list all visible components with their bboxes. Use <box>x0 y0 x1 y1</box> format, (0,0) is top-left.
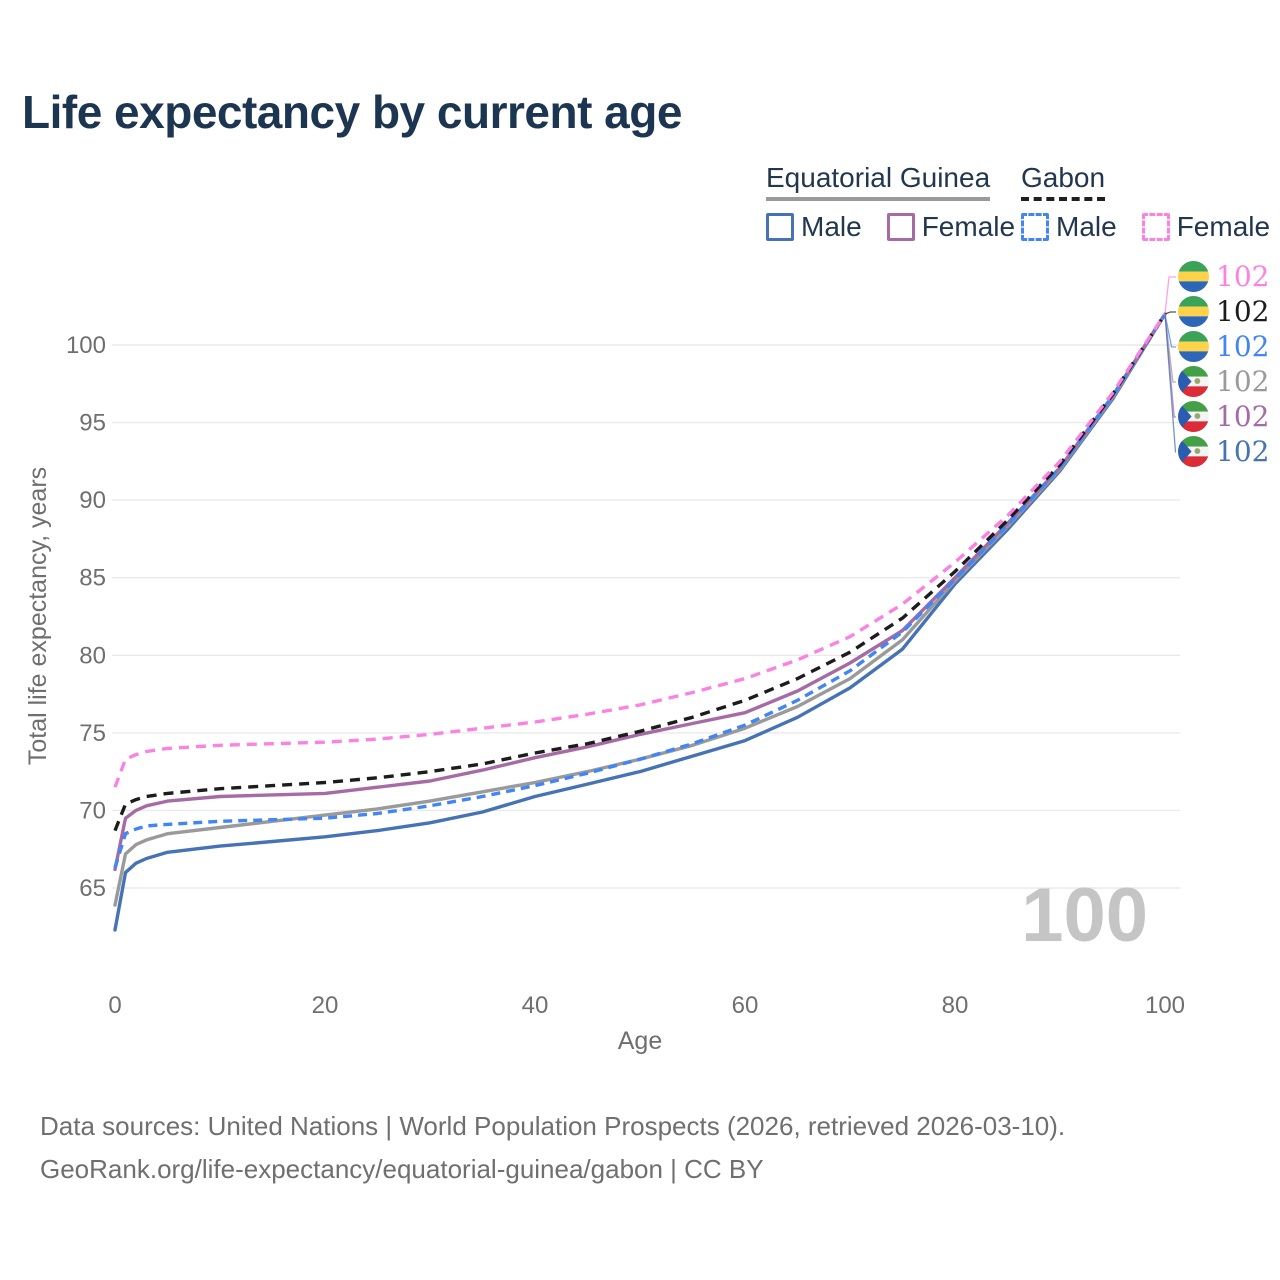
x-tick-label: 60 <box>732 992 759 1019</box>
page-title: Life expectancy by current age <box>22 86 682 138</box>
y-tick-label: 75 <box>79 720 106 747</box>
end-label-leader-line <box>1164 311 1176 315</box>
end-label: 102 <box>1178 366 1269 397</box>
x-axis-title: Age <box>618 1027 662 1055</box>
series-line-equatorial-guinea-male <box>113 312 1167 932</box>
end-label-value: 102 <box>1216 399 1270 433</box>
footer-attribution: GeoRank.org/life-expectancy/equatorial-g… <box>40 1154 764 1184</box>
legend-label-eg-female: Female <box>921 211 1016 242</box>
legend-header-gabon: Gabon <box>1021 162 1106 201</box>
legend-row-equatorial-guinea: Male Female <box>766 211 1040 243</box>
legend-label-eg-male: Male <box>801 211 862 242</box>
equatorial-guinea-flag-icon <box>1178 401 1209 432</box>
end-label-value: 102 <box>1216 364 1270 398</box>
gabon-flag-icon <box>1178 331 1209 362</box>
y-axis-title: Total life expectancy, years <box>24 467 52 765</box>
footer: Data sources: United Nations | World Pop… <box>40 1105 1065 1191</box>
y-tick-label: 65 <box>79 875 106 902</box>
x-tick-label: 100 <box>1145 992 1185 1019</box>
gabon-flag-icon <box>1178 261 1209 292</box>
watermark: 100 <box>1021 873 1148 958</box>
end-label-leader-line <box>1164 276 1176 315</box>
legend-row-gabon: Male Female <box>1021 211 1280 243</box>
y-tick-label: 70 <box>79 797 106 824</box>
x-tick-label: 0 <box>108 992 121 1019</box>
x-tick-label: 40 <box>522 992 549 1019</box>
legend-group-equatorial-guinea: Equatorial Guinea Male Female <box>766 162 1040 243</box>
y-tick-label: 100 <box>66 332 106 359</box>
legend-swatch-eg-female-icon <box>886 213 915 241</box>
x-tick-label: 20 <box>312 992 339 1019</box>
end-label: 102 <box>1178 296 1269 327</box>
legend-header-equatorial-guinea: Equatorial Guinea <box>766 162 991 201</box>
equatorial-guinea-flag-icon <box>1178 436 1209 467</box>
y-tick-label: 80 <box>79 642 106 669</box>
series-line-equatorial-guinea-total <box>113 312 1167 907</box>
end-label: 102 <box>1178 401 1269 432</box>
legend-swatch-gabon-male-icon <box>1021 213 1049 241</box>
end-label-value: 102 <box>1216 294 1270 328</box>
end-label-value: 102 <box>1216 259 1270 293</box>
footer-data-sources: Data sources: United Nations | World Pop… <box>40 1111 1066 1141</box>
legend-group-gabon: Gabon Male Female <box>1021 162 1280 243</box>
end-label-value: 102 <box>1216 329 1270 363</box>
y-tick-label: 95 <box>79 410 106 437</box>
end-label-value: 102 <box>1216 434 1270 468</box>
legend-swatch-gabon-female-icon <box>1141 213 1170 241</box>
end-label: 102 <box>1178 436 1269 467</box>
end-label: 102 <box>1178 261 1269 292</box>
y-tick-label: 90 <box>79 487 106 514</box>
series-line-equatorial-guinea-female <box>113 312 1167 872</box>
series-line-gabon-female <box>113 313 1167 788</box>
end-label-leader-line <box>1164 313 1176 348</box>
series-line-gabon-male <box>113 313 1167 869</box>
y-tick-label: 85 <box>79 565 106 592</box>
series-line-gabon-total <box>113 313 1167 832</box>
end-label-leader-line <box>1164 313 1177 453</box>
equatorial-guinea-flag-icon <box>1178 366 1209 397</box>
legend-label-gabon-female: Female <box>1176 211 1271 242</box>
gabon-flag-icon <box>1178 296 1209 327</box>
end-label: 102 <box>1178 331 1269 362</box>
legend-label-gabon-male: Male <box>1056 211 1117 242</box>
legend-swatch-eg-male-icon <box>766 213 794 241</box>
x-tick-label: 80 <box>942 992 969 1019</box>
